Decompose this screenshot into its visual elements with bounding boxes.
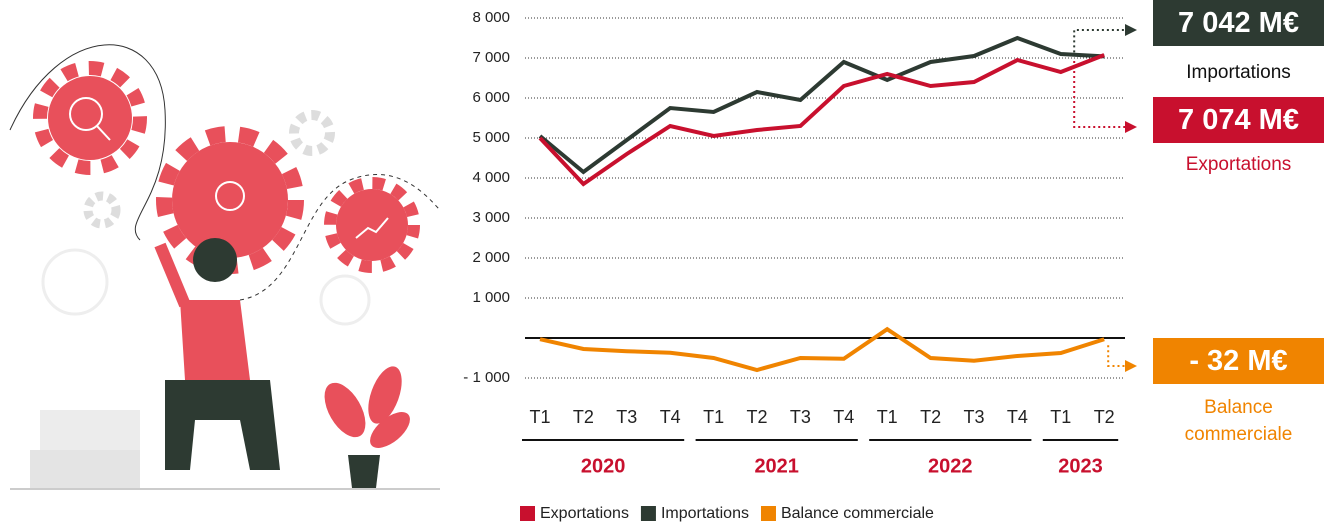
legend-label: Exportations: [540, 505, 629, 522]
x-tick-label: T3: [790, 407, 811, 427]
x-tick-label: T2: [920, 407, 941, 427]
legend-swatch: [520, 506, 535, 521]
y-tick-label: - 1 000: [463, 369, 510, 386]
illustration: [10, 45, 440, 489]
x-tick-label: T2: [746, 407, 767, 427]
x-tick-label: T4: [660, 407, 681, 427]
group-label: 2021: [754, 455, 799, 477]
callout-value: 7 074 M€: [1153, 97, 1324, 143]
y-tick-label: 6 000: [472, 89, 510, 106]
x-tick-label: T1: [877, 407, 898, 427]
group-label: 2020: [581, 455, 626, 477]
y-tick-label: 2 000: [472, 249, 510, 266]
chart: 8 000 7 000 6 000 5 000 4 000 3 000 2 000 1 000…: [0, 0, 1331, 528]
legend-swatch: [761, 506, 776, 521]
y-tick-label: 7 000: [472, 49, 510, 66]
callout-label: Importations: [1140, 59, 1331, 86]
arrow-head: [1125, 121, 1137, 133]
y-tick-label: 8 000: [472, 9, 510, 26]
callout-label: Exportations: [1140, 151, 1331, 178]
series-line: [540, 329, 1104, 370]
connector: [1074, 61, 1125, 127]
x-tick-label: T1: [529, 407, 550, 427]
callout-label: Balance commerciale: [1160, 394, 1317, 448]
callout-value: 7 042 M€: [1153, 0, 1324, 46]
y-tick-label: 1 000: [472, 289, 510, 306]
arrow-head: [1125, 360, 1137, 372]
connector: [1108, 345, 1125, 366]
group-label: 2023: [1058, 455, 1103, 477]
callout-value: - 32 M€: [1153, 338, 1324, 384]
group-label: 2022: [928, 455, 973, 477]
x-tick-label: T4: [1007, 407, 1028, 427]
connector: [1074, 30, 1125, 52]
page: {"chart_data": { "type": "line", "groups…: [0, 0, 1331, 528]
legend-label: Importations: [661, 505, 749, 522]
arrow-head: [1125, 24, 1137, 36]
x-tick-label: T3: [616, 407, 637, 427]
x-tick-label: T2: [1094, 407, 1115, 427]
x-tick-label: T3: [963, 407, 984, 427]
legend-swatch: [641, 506, 656, 521]
y-tick-label: 5 000: [472, 129, 510, 146]
y-tick-label: 3 000: [472, 209, 510, 226]
y-tick-label: 4 000: [472, 169, 510, 186]
legend: Exportations Importations Balance commerci…: [520, 505, 934, 522]
series-line: [540, 55, 1104, 184]
legend-label: Balance commerciale: [781, 505, 934, 522]
x-tick-label: T1: [1050, 407, 1071, 427]
x-tick-label: T2: [573, 407, 594, 427]
x-tick-label: T1: [703, 407, 724, 427]
x-tick-label: T4: [833, 407, 854, 427]
